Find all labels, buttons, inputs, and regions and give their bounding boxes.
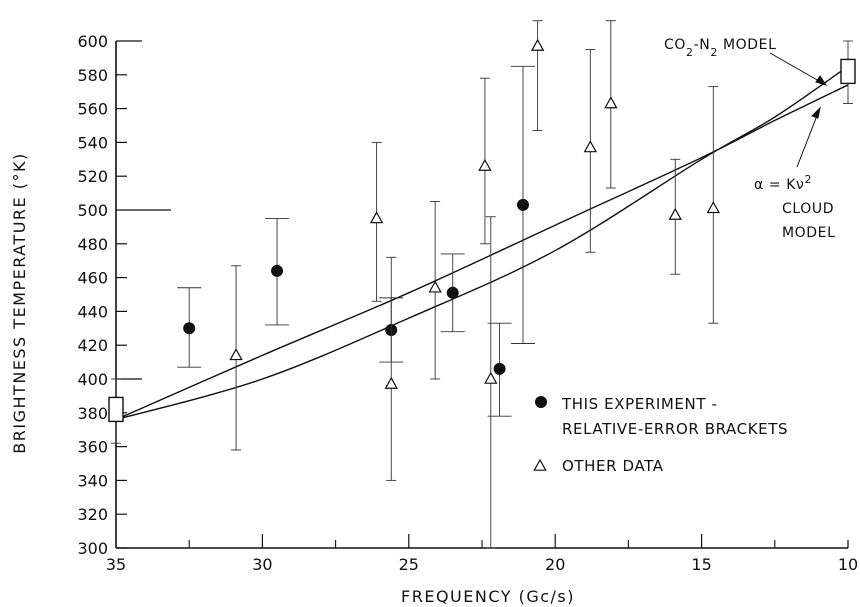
curve-annotations: CO2-N2 MODEL α = Kν2 CLOUD MODEL: [664, 37, 836, 241]
y-tick-label: 560: [77, 100, 108, 119]
cloud-model-arrowhead: [811, 106, 821, 119]
other-data-point: [583, 140, 598, 153]
y-tick-label: 600: [77, 32, 108, 51]
y-tick-label: 480: [77, 235, 108, 254]
co2-n2-model-curve: [115, 84, 849, 421]
y-tick-label: 460: [77, 269, 108, 288]
x-tick-label: 30: [252, 555, 272, 574]
experiment-point: [271, 264, 284, 277]
axes: [115, 41, 849, 549]
co2-n2-model-label: CO2-N2 MODEL: [664, 37, 777, 59]
y-tick-label: 500: [77, 201, 108, 220]
y-tick-label: 340: [77, 471, 108, 490]
y-tick-label: 520: [77, 167, 108, 186]
model-curves: [115, 65, 849, 421]
cloud-model-label-line2: CLOUD: [782, 201, 834, 217]
other-data-point: [604, 96, 618, 109]
co2-n2-model-leader: [769, 52, 827, 86]
x-tick-label: 35: [106, 555, 126, 574]
cloud-model-curve: [115, 65, 849, 421]
other-data-point: [530, 38, 545, 51]
cloud-model-label-line3: MODEL: [782, 225, 836, 241]
other-data-point: [668, 207, 682, 220]
y-tick-label: 580: [77, 66, 108, 85]
x-tick-label: 10: [838, 555, 858, 574]
x-tick-label: 20: [545, 555, 565, 574]
model-anchor-point: [840, 58, 856, 85]
y-tick-label: 380: [77, 404, 108, 423]
experiment-point: [516, 198, 529, 211]
y-axis-title: BRIGHTNESS TEMPERATURE (°K): [10, 152, 29, 453]
experiment-point: [493, 362, 506, 375]
y-tick-label: 300: [77, 539, 108, 558]
legend: THIS EXPERIMENT - RELATIVE-ERROR BRACKETS…: [533, 395, 788, 475]
x-tick-label: 15: [691, 555, 711, 574]
x-tick-label: 25: [399, 555, 419, 574]
cloud-model-label: α = Kν2: [754, 173, 812, 194]
ticks: [116, 40, 776, 549]
y-tick-label: 400: [77, 370, 108, 389]
y-tick-label: 420: [77, 336, 108, 355]
data-points: [108, 20, 856, 549]
x-axis-title: FREQUENCY (Gc/s): [401, 587, 575, 606]
co2-n2-model-arrowhead: [815, 75, 828, 86]
y-tick-label: 360: [77, 438, 108, 457]
other-data-point: [369, 211, 384, 224]
legend-marker-other: [533, 458, 547, 471]
other-data-point: [478, 158, 492, 171]
legend-label-experiment: THIS EXPERIMENT -: [561, 395, 717, 413]
other-data-point: [706, 201, 721, 214]
tick-labels: 300 320 340 360 380 400 420 440 460 480 500 520 540 5…: [77, 32, 858, 574]
y-tick-label: 540: [77, 133, 108, 152]
other-data-point: [484, 371, 498, 384]
experiment-point: [183, 322, 196, 335]
legend-label-other: OTHER DATA: [562, 457, 664, 475]
legend-label-experiment: RELATIVE-ERROR BRACKETS: [562, 420, 788, 438]
y-tick-label: 320: [77, 505, 108, 524]
other-data-point: [384, 376, 398, 389]
model-anchor-point: [108, 396, 124, 423]
experiment-point: [446, 286, 459, 299]
y-tick-label: 440: [77, 302, 108, 321]
other-data-point: [229, 348, 243, 361]
legend-marker-experiment: [535, 396, 547, 408]
other-data-point: [428, 280, 442, 293]
